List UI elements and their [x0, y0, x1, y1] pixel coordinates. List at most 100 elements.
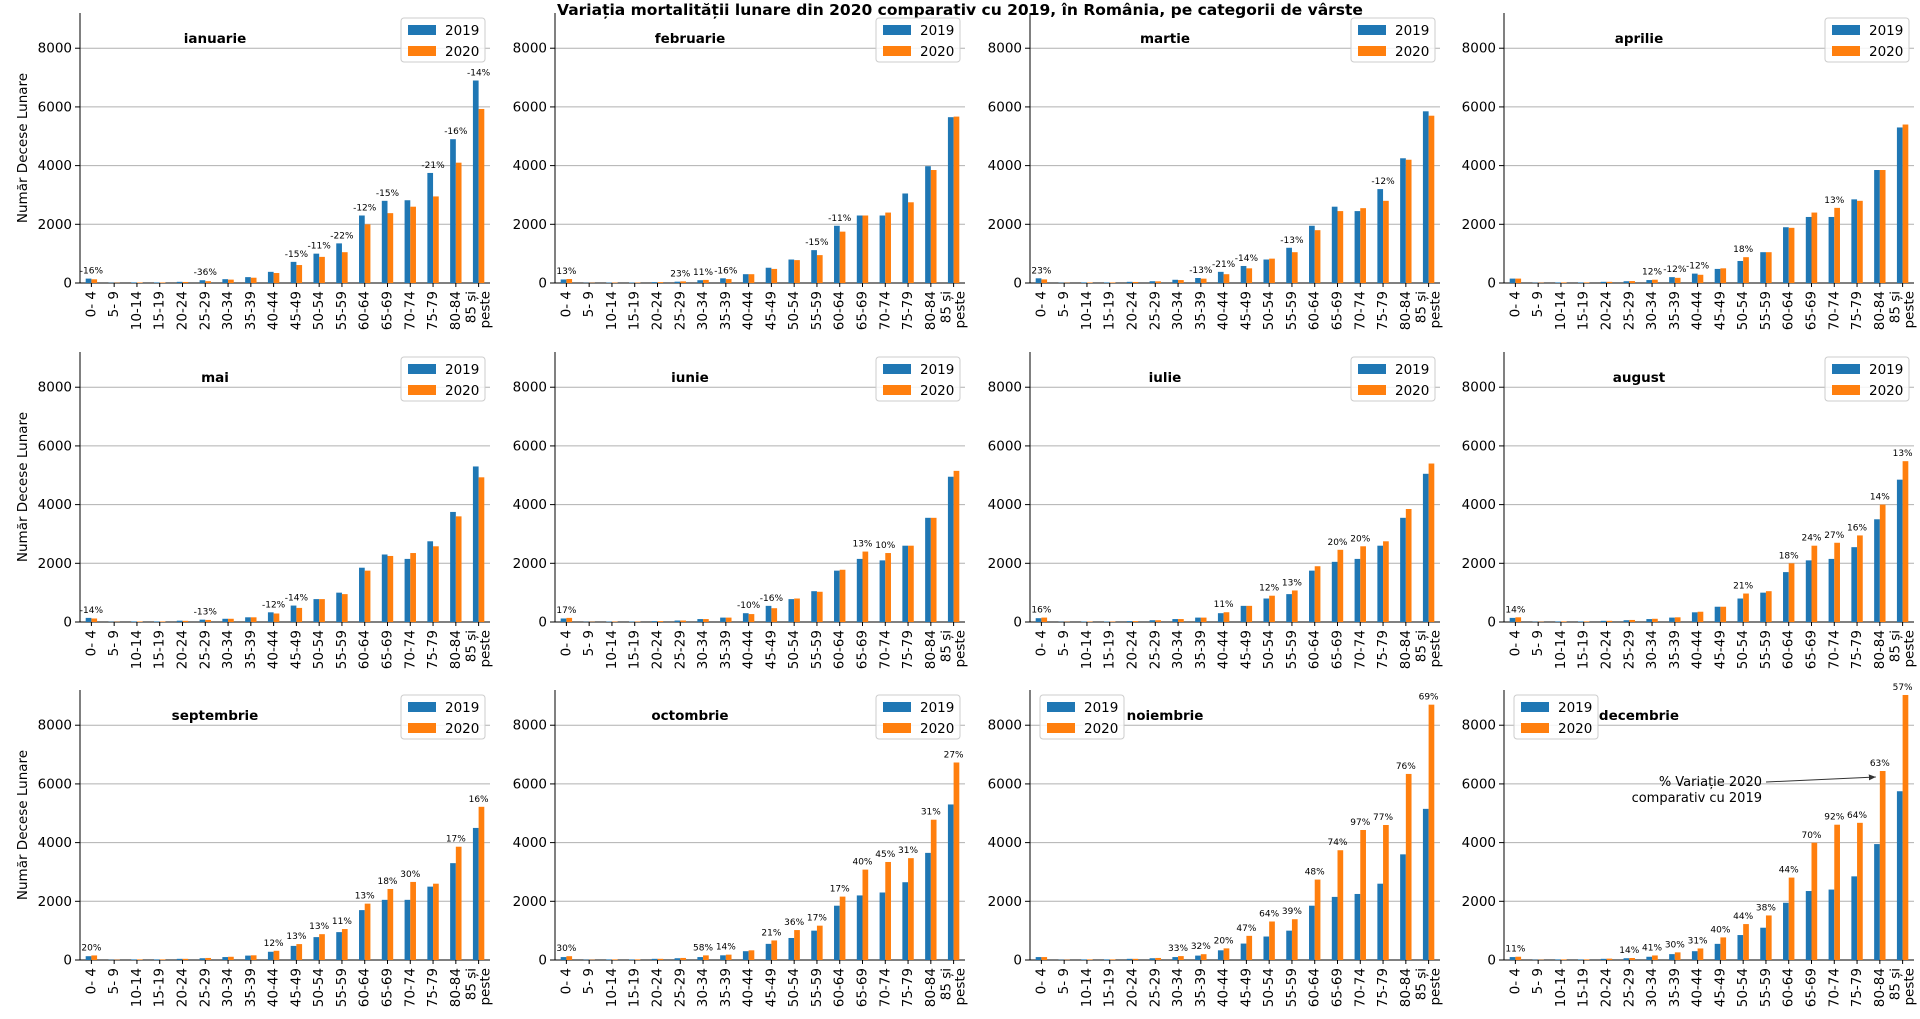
legend: 2019 2020 — [400, 356, 486, 402]
y-tick-label: 0 — [538, 953, 547, 969]
bar-2019 — [154, 959, 160, 960]
bar-2019 — [290, 261, 297, 283]
bar-2020 — [1337, 211, 1344, 283]
x-tick-label: 80-84 — [1398, 630, 1414, 669]
x-tick-label: 15-19 — [1102, 630, 1118, 669]
x-tick-label: 85 și — [464, 968, 480, 1000]
bar-2020 — [885, 861, 891, 960]
x-tick-label: peste — [1902, 630, 1918, 668]
bar-2019 — [450, 139, 456, 283]
bar-2019 — [404, 200, 411, 283]
data-label: 69% — [1419, 693, 1439, 703]
data-label: -36% — [194, 268, 218, 278]
panel-martie: 0 2000 4000 6000 8000 23% 0- 4 5- 9 10-14 15-19 20… — [988, 13, 1444, 330]
x-tick-label: 25-29 — [1621, 291, 1637, 330]
x-tick-label: 45-49 — [288, 630, 304, 669]
bar-2019 — [199, 958, 206, 960]
data-label: 13% — [309, 922, 329, 932]
bar-2019 — [1896, 791, 1903, 960]
bar-2020 — [1383, 541, 1389, 622]
x-tick-label: 35-39 — [718, 291, 734, 330]
bar-2019 — [1263, 259, 1270, 283]
bar-2020 — [341, 594, 348, 622]
x-tick-label: 65-69 — [380, 291, 396, 330]
y-tick-label: 0 — [63, 953, 72, 969]
data-label: 13% — [1824, 196, 1844, 206]
bar-2020 — [1155, 620, 1161, 622]
legend-label-2019: 2019 — [1084, 700, 1118, 716]
bar-2020 — [319, 256, 325, 283]
bar-2020 — [930, 170, 937, 283]
y-tick-label: 4000 — [988, 835, 1022, 851]
bar-2020 — [296, 607, 303, 622]
bar-2020 — [433, 883, 439, 960]
legend-swatch-2020 — [883, 723, 911, 733]
x-tick-label: 0- 4 — [83, 968, 99, 994]
bar-2019 — [1172, 619, 1179, 622]
bar-2019 — [199, 280, 206, 283]
x-tick-label: 70-74 — [1826, 630, 1842, 669]
bar-2019 — [472, 827, 479, 960]
x-tick-label: 85 și — [939, 630, 955, 662]
x-tick-label: 20-24 — [175, 968, 191, 1007]
data-label: 20% — [81, 943, 101, 953]
x-tick-label: 40-44 — [266, 630, 282, 669]
y-tick-label: 0 — [538, 615, 547, 631]
x-tick-label: 50-54 — [1735, 968, 1751, 1007]
x-tick-label: 5- 9 — [1530, 630, 1546, 656]
x-tick-label: 35-39 — [1193, 630, 1209, 669]
x-tick-label: peste — [478, 968, 494, 1006]
x-tick-label: 40-44 — [741, 968, 757, 1007]
legend: 2019 2020 — [1350, 356, 1436, 402]
data-label: 21% — [1733, 582, 1753, 592]
bar-2020 — [1041, 279, 1048, 283]
x-tick-label: 45-49 — [288, 968, 304, 1007]
x-tick-label: 20-24 — [650, 968, 666, 1007]
bar-2019 — [1600, 958, 1607, 960]
bar-2020 — [341, 929, 348, 960]
y-tick-label: 0 — [1487, 615, 1496, 631]
x-tick-label: peste — [1902, 291, 1918, 329]
bar-2019 — [381, 899, 388, 960]
panel-title: ianuarie — [184, 31, 247, 47]
panel-title: decembrie — [1599, 708, 1679, 724]
data-label: 20% — [1350, 534, 1370, 544]
bar-2019 — [1126, 281, 1133, 283]
bar-2019 — [1354, 893, 1361, 960]
y-tick-label: 0 — [1013, 276, 1022, 292]
bar-2020 — [159, 621, 166, 622]
bar-2020 — [205, 619, 211, 622]
x-tick-label: 45-49 — [1238, 968, 1254, 1007]
y-tick-label: 8000 — [38, 718, 72, 734]
bar-2019 — [1669, 954, 1675, 960]
bar-2020 — [91, 618, 98, 622]
bar-2020 — [680, 281, 686, 283]
bar-2019 — [472, 80, 479, 283]
bar-2020 — [433, 196, 439, 283]
x-tick-label: 80-84 — [923, 291, 939, 330]
bar-2020 — [1155, 957, 1161, 960]
legend-label-2020: 2020 — [1869, 383, 1903, 399]
data-label: 13% — [1893, 449, 1913, 459]
x-tick-label: 20-24 — [175, 291, 191, 330]
x-tick-label: 55-59 — [334, 630, 350, 669]
y-tick-label: 4000 — [38, 158, 72, 174]
data-label: 64% — [1847, 811, 1867, 821]
bar-2019 — [879, 215, 886, 283]
data-label: 47% — [1236, 924, 1256, 934]
x-tick-label: 30-34 — [1170, 291, 1186, 330]
bar-2020 — [703, 279, 709, 283]
bar-2020 — [885, 553, 891, 622]
bar-2019 — [1691, 951, 1698, 960]
legend-swatch-2020 — [1832, 385, 1860, 395]
data-label: 64% — [1259, 909, 1279, 919]
bar-2020 — [680, 620, 686, 622]
bar-2020 — [273, 613, 280, 622]
data-label: 40% — [1710, 925, 1730, 935]
bar-2019 — [1035, 278, 1042, 283]
x-tick-label: 65-69 — [855, 968, 871, 1007]
bar-2019 — [1149, 958, 1156, 960]
x-tick-label: 20-24 — [1125, 291, 1141, 330]
x-tick-label: 10-14 — [1553, 968, 1569, 1007]
data-label: 18% — [1779, 551, 1799, 561]
